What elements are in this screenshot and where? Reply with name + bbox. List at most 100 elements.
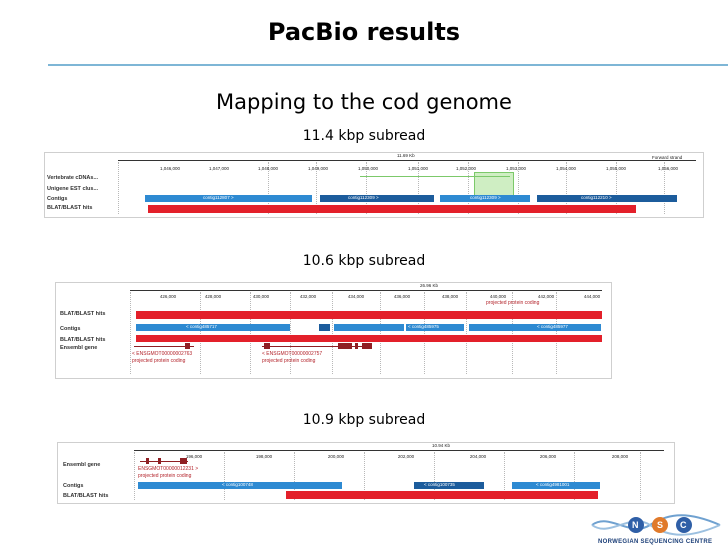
nsc-logo: N S C NORWEGIAN SEQUENCING CENTRE (590, 512, 725, 546)
panel-1-tick: 1,048,000 (257, 166, 279, 171)
panel-3-ensembl-intron (140, 461, 188, 462)
panel-2-ensembl-desc: projected protein coding (132, 358, 186, 364)
panel-3-ensembl-desc: projected protein coding (138, 473, 192, 479)
panel-1-tick: 1,053,000 (505, 166, 527, 171)
panel-1-contig-bar: contig112807 > (145, 195, 312, 202)
panel-3-contig-bar: < contig4981001 (512, 482, 600, 489)
panel-1-contig-bar: contig112210 > (537, 195, 677, 202)
panel-3-tick: 198,000 (255, 454, 273, 459)
panel-2-contig-label: < contig485717 (186, 324, 217, 329)
panel-1-est-line (360, 176, 510, 177)
panel-1-tick: 1,047,000 (208, 166, 230, 171)
panel-2-ensembl-exon (264, 343, 270, 349)
panel-1-contig-bar: contig112309 > (440, 195, 530, 202)
panel-3-contig-bar: < contig100735 (414, 482, 484, 489)
panel-1-tick: 1,052,000 (455, 166, 477, 171)
panel-2-tick: 440,000 (489, 294, 507, 299)
panel-2-tick: 426,000 (159, 294, 177, 299)
panel-3-tick: 204,000 (469, 454, 487, 459)
panel-1-track-label: Contigs (47, 196, 68, 202)
panel-2-contig-label: < contig485975 (408, 324, 439, 329)
panel-2-ensembl-intron (262, 346, 372, 347)
panel-2-ensembl-exon (185, 343, 190, 349)
panel-3-blast-hit (286, 491, 598, 499)
panel-2-contig-bar: < contig485717 (136, 324, 290, 331)
panel-2-tick: 428,000 (204, 294, 222, 299)
title-divider (48, 64, 728, 66)
panel-3-tick: 208,000 (611, 454, 629, 459)
panel-2-contig-bar: < contig485977 (469, 324, 601, 331)
panel-2-ensembl-exon (338, 343, 352, 349)
panel-2-track-label: BLAT/BLAST hits (60, 311, 106, 317)
panel-3-tick: 202,000 (397, 454, 415, 459)
panel-2-blast-hit (136, 335, 602, 342)
panel-2-ensembl-id: < ENSGMOT00000002763 (132, 351, 193, 357)
panel-1-contig-label: contig112807 > (203, 195, 234, 200)
panel-1-contig-label: contig112309 > (470, 195, 501, 200)
panel-3-ensembl-exon (180, 458, 187, 464)
panel-2-contig-bar (319, 324, 330, 331)
panel-1-ruler (118, 160, 696, 161)
panel-2-contig-bar: < contig485975 (406, 324, 464, 331)
logo-letter: C (680, 520, 687, 530)
panel-2-ensembl-exon (355, 343, 358, 349)
panel-2-track-label: Ensembl gene (60, 345, 98, 351)
panel-1-blast-hit (148, 205, 636, 213)
panel-3-tick: 196,000 (185, 454, 203, 459)
panel-2-ensembl-exon (362, 343, 372, 349)
panel-2-track-label: BLAT/BLAST hits (60, 337, 106, 343)
logo-letter: S (657, 520, 664, 530)
panel-2-projected-top: projected protein coding (486, 300, 540, 306)
panel-3-track-label: Ensembl gene (63, 462, 101, 468)
panel-3-contig-bar: < contig100748 (138, 482, 342, 489)
panel-2-ruler (130, 290, 602, 291)
panel-3-heading: 10.9 kbp subread (302, 412, 426, 428)
panel-3-tick: 200,000 (327, 454, 345, 459)
panel-2-ensembl-intron (134, 346, 194, 347)
panel-2-tick: 430,000 (252, 294, 270, 299)
panel-3-ruler (134, 450, 664, 451)
panel-3-track-label: BLAT/BLAST hits (63, 493, 109, 499)
panel-3-contig-label: < contig100735 (424, 482, 455, 487)
panel-1-tick: 1,049,000 (307, 166, 329, 171)
panel-1-contig-label: contig112309 > (348, 195, 379, 200)
dna-helix-icon (591, 514, 721, 536)
panel-1-contig-bar: contig112309 > (320, 195, 434, 202)
panel-3-scale-label: 10.94 Kb (432, 443, 451, 448)
panel-1-contig-label: contig112210 > (581, 195, 612, 200)
panel-3-track-label: Contigs (63, 483, 84, 489)
panel-2-blast-hit (136, 311, 602, 319)
panel-1-scale-label: 11.69 Kb (397, 153, 415, 158)
panel-1-tick: 1,054,000 (555, 166, 577, 171)
panel-2-ensembl-id: < ENSGMOT00000002757 (262, 351, 323, 357)
panel-1-track-label: Unigene EST clus... (47, 186, 99, 192)
panel-1-tick: 1,050,000 (357, 166, 379, 171)
slide-subtitle: Mapping to the cod genome (216, 90, 512, 114)
panel-2-tick: 444,000 (583, 294, 601, 299)
panel-2-tick: 432,000 (299, 294, 317, 299)
panel-1-tick: 1,055,000 (605, 166, 627, 171)
panel-3-contig-label: < contig4981001 (536, 482, 570, 487)
panel-3-contig-label: < contig100748 (222, 482, 253, 487)
panel-2-contig-bar (334, 324, 404, 331)
panel-1-tick: 1,046,000 (159, 166, 181, 171)
panel-1-strand-label: Forward strand (652, 155, 683, 160)
panel-2-tick: 442,000 (537, 294, 555, 299)
panel-2-ensembl-desc: projected protein coding (262, 358, 316, 364)
panel-1-track-label: BLAT/BLAST hits (47, 205, 93, 211)
panel-3-ensembl-exon (158, 458, 161, 464)
panel-2-scale-label: 26.96 Kb (420, 283, 439, 288)
panel-2-tick: 436,000 (393, 294, 411, 299)
slide-title: PacBio results (267, 18, 461, 46)
panel-2-contig-label: < contig485977 (537, 324, 568, 329)
panel-2-heading: 10.6 kbp subread (302, 253, 426, 269)
panel-2-tick: 434,000 (347, 294, 365, 299)
logo-text: NORWEGIAN SEQUENCING CENTRE (598, 539, 713, 545)
panel-1-tick: 1,051,000 (407, 166, 429, 171)
panel-3-ensembl-id: ENSGMOT00000012231 > (138, 466, 199, 472)
panel-1-track-label: Vertebrate cDNAs... (47, 175, 99, 181)
logo-letter: N (632, 520, 639, 530)
panel-1-tick: 1,056,000 (657, 166, 679, 171)
panel-2-tick: 438,000 (441, 294, 459, 299)
panel-3-ensembl-exon (146, 458, 149, 464)
